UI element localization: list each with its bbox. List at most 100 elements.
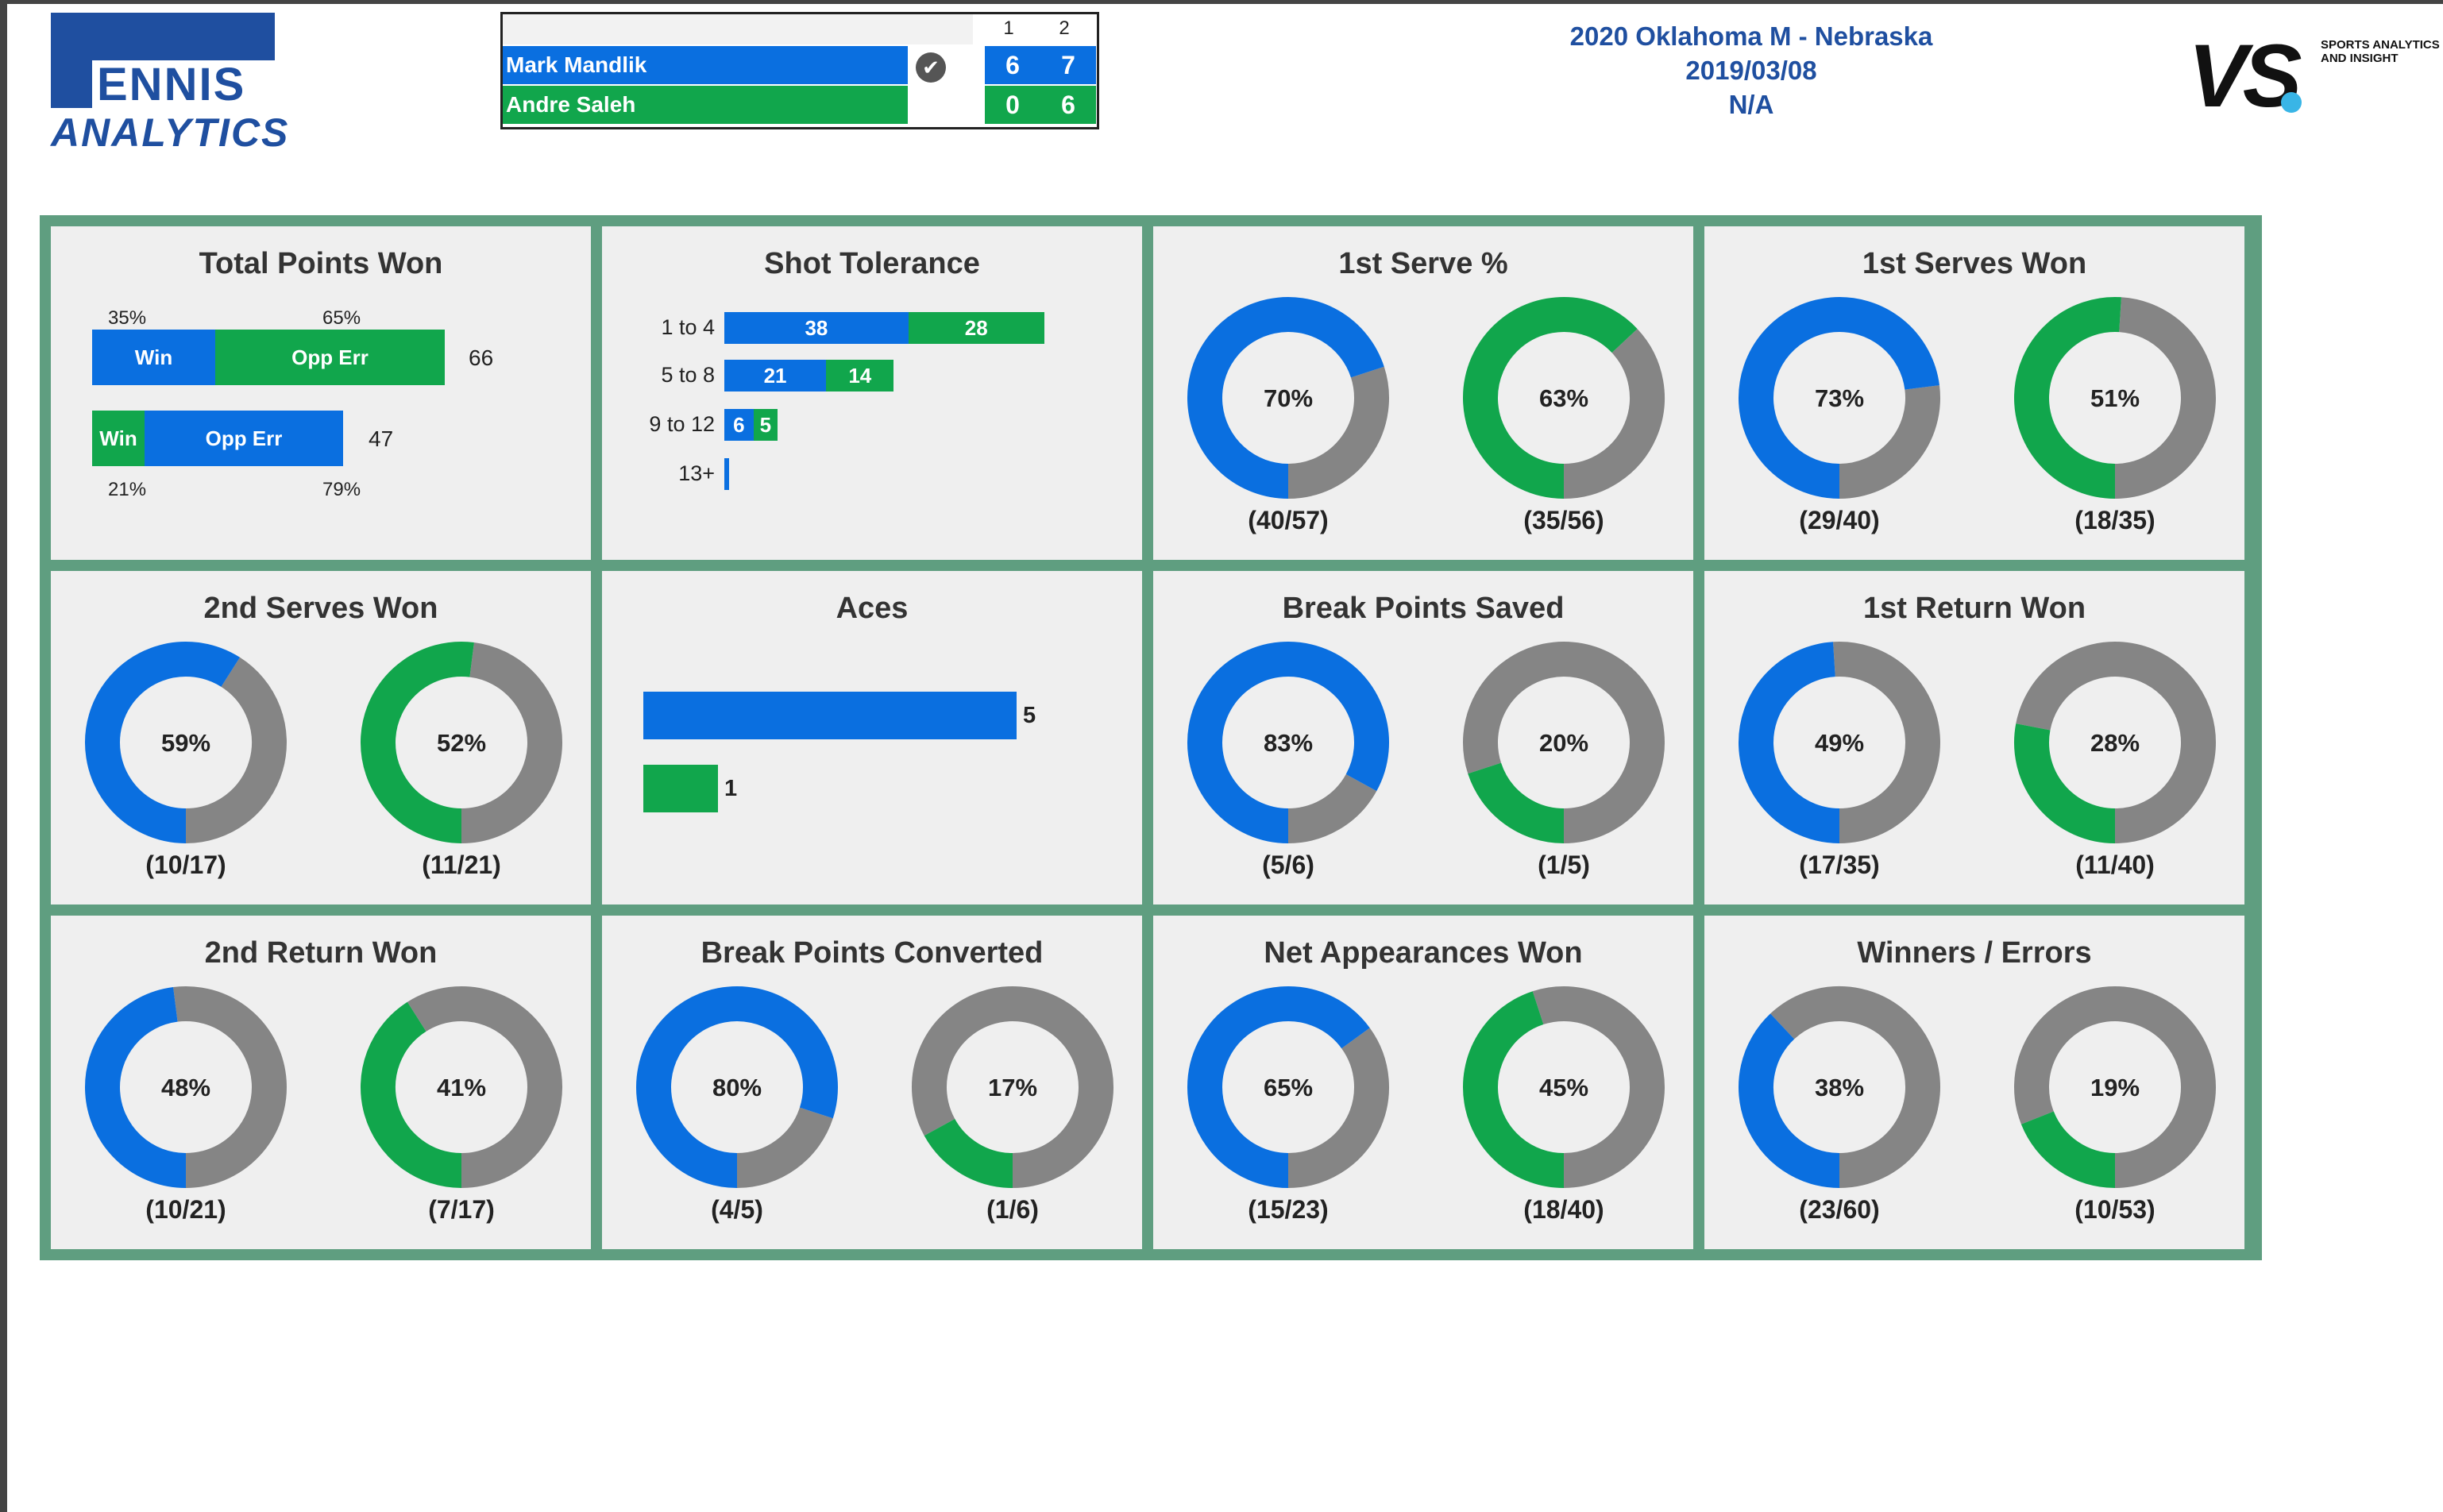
donut-value-slice-player2 <box>924 1118 1013 1188</box>
donut-percent-label: 65% <box>1264 1074 1313 1101</box>
stats-grid: Total Points Won 35% 65% Win Opp Err 66 … <box>40 215 2262 1260</box>
donut-pair: 65% 45% <box>1187 986 1665 1188</box>
donut-fraction-label: (10/21) <box>145 1195 226 1224</box>
player1-name: Mark Mandlik <box>503 46 908 84</box>
match-info: 2020 Oklahoma M - Nebraska 2019/03/08 N/… <box>1493 19 2009 122</box>
donut-value-slice-player1 <box>636 986 838 1188</box>
donut-fraction-label: (5/6) <box>1262 850 1314 879</box>
tile-title: Shot Tolerance <box>764 247 980 280</box>
donut-pair: 73% 51% <box>1739 297 2216 499</box>
donut-remainder-slice <box>461 642 562 843</box>
donut-percent-label: 80% <box>712 1074 762 1101</box>
tile-1st-return-won: 1st Return Won (17/35) (11/40) 49% 28% <box>1704 571 2244 904</box>
p2-opp-pct: 79% <box>322 479 361 500</box>
vs-logo-dot <box>2281 92 2302 113</box>
vs-tagline: SPORTS ANALYTICS AND INSIGHT <box>2321 38 2440 65</box>
tile-title: 1st Serves Won <box>1862 247 2087 280</box>
donut-value-slice-player1 <box>1739 297 1939 499</box>
donut-fraction-label: (18/40) <box>1523 1195 1604 1224</box>
donut-remainder-slice <box>1287 366 1389 499</box>
aces-bar-player2 <box>643 765 718 812</box>
donut-value-slice-player2 <box>1463 297 1638 499</box>
tile-title: Aces <box>836 592 909 625</box>
tile-break-points-saved: Break Points Saved (5/6) (1/5) 83% 20% <box>1153 571 1693 904</box>
donut-remainder-slice <box>2114 297 2216 499</box>
tile-break-points-converted: Break Points Converted (4/5) (1/6) 80% 17% <box>602 916 1142 1249</box>
logo-wordmark-top: ENNIS <box>92 60 275 110</box>
donut-pair: 49% 28% <box>1739 642 2216 843</box>
shot-tolerance-bar-player1: 21 <box>724 360 827 392</box>
donut-value-slice-player1 <box>85 987 187 1188</box>
donut-pair: 48% 41% <box>85 986 562 1188</box>
donut-remainder-slice <box>1532 986 1665 1188</box>
donut-percent-label: 17% <box>988 1074 1037 1101</box>
donut-value-slice-player1 <box>1739 642 1840 843</box>
donut-remainder-slice <box>173 986 287 1188</box>
tile-shot-tolerance: Shot Tolerance 1 to 4 38 28 5 to 8 21 14 9 to … <box>602 226 1142 560</box>
tennis-analytics-logo: ENNIS ANALYTICS <box>51 13 288 155</box>
donut-percent-label: 51% <box>2090 384 2140 412</box>
tile-title: Net Appearances Won <box>1264 936 1583 970</box>
p1-opp-err-bar: Opp Err <box>215 330 445 385</box>
donut-remainder-slice <box>2016 642 2216 843</box>
donut-fraction-label: (10/17) <box>145 850 226 879</box>
logo-wordmark-bottom: ANALYTICS <box>51 110 290 155</box>
donut-value-slice-player2 <box>2014 297 2121 499</box>
donut-percent-label: 45% <box>1539 1074 1588 1101</box>
shot-tolerance-bar-player1 <box>724 458 730 490</box>
donut-fraction-label: (17/35) <box>1799 850 1880 879</box>
donut-fraction-label: (10/53) <box>2074 1195 2155 1224</box>
donut-fraction-label: (29/40) <box>1799 506 1880 534</box>
shot-tolerance-label: 1 to 4 <box>661 315 715 339</box>
shot-tolerance-bar-player1: 6 <box>724 409 754 441</box>
shot-tolerance-bar-player1: 38 <box>724 312 909 344</box>
donut-percent-label: 49% <box>1815 729 1864 757</box>
vs-tagline-line2: AND INSIGHT <box>2321 52 2399 65</box>
shot-tolerance-bar-player2: 14 <box>826 360 894 392</box>
tile-title: Break Points Converted <box>700 936 1044 970</box>
donut-value-slice-player2 <box>1468 762 1565 843</box>
p1-opp-pct: 65% <box>322 307 361 329</box>
donut-fraction-label: (4/5) <box>711 1195 763 1224</box>
shot-tolerance-bar-player2: 28 <box>908 312 1044 344</box>
shot-tolerance-label: 5 to 8 <box>661 363 715 387</box>
set-header-1: 1 <box>1003 17 1014 39</box>
donut-pair: 70% 63% <box>1187 297 1665 499</box>
tile-total-points-won: Total Points Won 35% 65% Win Opp Err 66 … <box>51 226 591 560</box>
p2-total-points: 47 <box>369 426 394 451</box>
donut-fraction-label: (35/56) <box>1523 506 1604 534</box>
p2-win-bar: Win <box>92 411 145 466</box>
donut-percent-label: 28% <box>2090 729 2140 757</box>
donut-remainder-slice <box>185 657 287 843</box>
donut-value-slice-player2 <box>2020 1110 2116 1188</box>
donut-fraction-label: (11/40) <box>2075 850 2155 879</box>
set-header-2: 2 <box>1059 17 1070 39</box>
shot-tolerance-label: 9 to 12 <box>649 412 715 436</box>
donut-pair: 80% 17% <box>636 986 1113 1188</box>
donut-value-slice-player1 <box>85 642 241 843</box>
donut-remainder-slice <box>1287 773 1377 843</box>
donut-value-slice-player1 <box>1187 986 1370 1188</box>
donut-value-slice-player1 <box>1187 642 1389 843</box>
scoreboard-row-player2: Andre Saleh 0 6 <box>503 86 1097 124</box>
donut-value-slice-player2 <box>361 642 474 843</box>
donut-remainder-slice <box>1287 1028 1389 1188</box>
donut-percent-label: 19% <box>2090 1074 2140 1101</box>
donut-percent-label: 63% <box>1539 384 1588 412</box>
donut-fraction-label: (1/5) <box>1538 850 1590 879</box>
window-frame-top <box>0 0 2443 4</box>
tile-2nd-serves-won: 2nd Serves Won (10/17) (11/21) 59% 52% <box>51 571 591 904</box>
donut-fraction-label: (15/23) <box>1248 1195 1329 1224</box>
donut-fraction-label: (7/17) <box>428 1195 495 1224</box>
donut-remainder-slice <box>2014 986 2216 1188</box>
donut-pair: 83% 20% <box>1187 642 1665 843</box>
player1-set2: 7 <box>1040 46 1096 84</box>
match-date: 2019/03/08 <box>1685 56 1817 85</box>
tile-1st-serve: 1st Serve % (40/57) (35/56) 70% 63% <box>1153 226 1693 560</box>
donut-fraction-label: (40/57) <box>1248 506 1329 534</box>
aces-value-player2: 1 <box>724 776 738 801</box>
tile-aces: Aces 5 1 <box>602 571 1142 904</box>
donut-percent-label: 52% <box>437 729 486 757</box>
donut-remainder-slice <box>1463 642 1665 843</box>
p2-opp-err-bar: Opp Err <box>145 411 343 466</box>
